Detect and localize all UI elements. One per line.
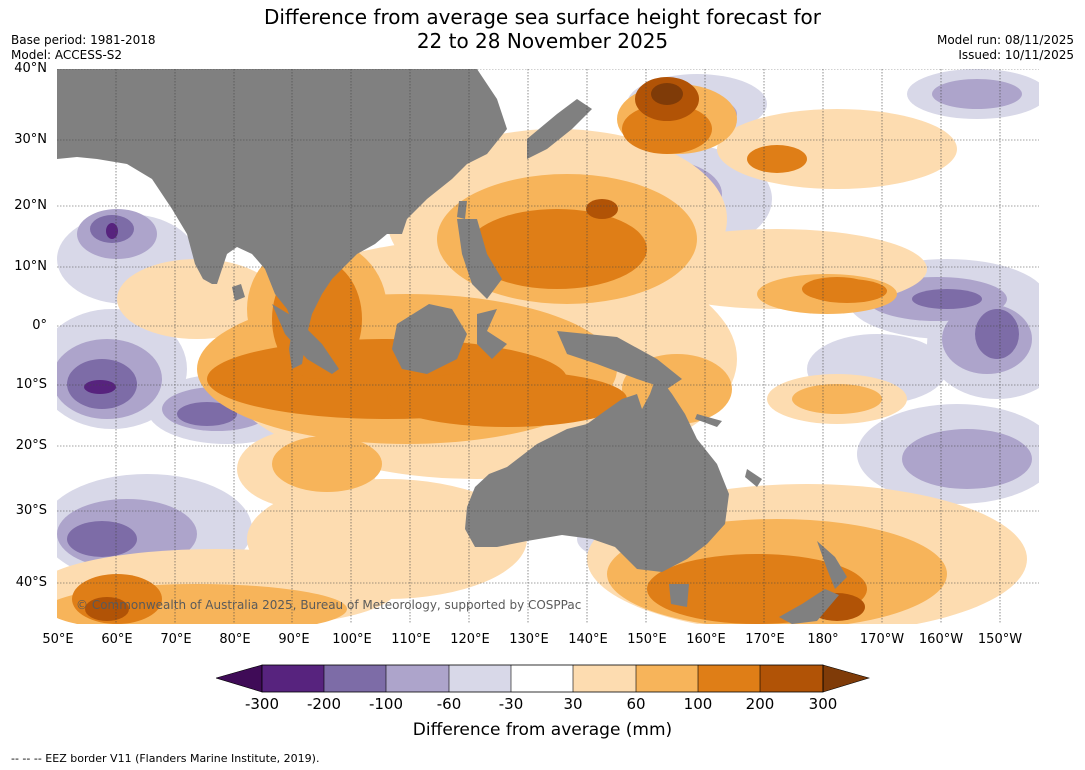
colorbar-tick: 100 (683, 695, 713, 713)
lon-label-150e: 150°E (627, 632, 667, 647)
lat-label-10s: 10°S (15, 377, 47, 392)
colorbar-bin-8 (698, 665, 760, 692)
meta-left: Base period: 1981-2018 Model: ACCESS-S2 (11, 33, 156, 63)
land-masses (57, 69, 847, 624)
colorbar-bin-1 (262, 665, 324, 692)
lon-label-150w: 150°W (977, 632, 1023, 647)
colorbar-bin-5 (511, 665, 573, 692)
anomaly-extreme (651, 83, 683, 105)
japan (527, 99, 592, 159)
map-title: Difference from average sea surface heig… (0, 5, 1085, 53)
sulawesi (477, 309, 507, 359)
sri-lanka (232, 284, 245, 301)
lat-label-30n: 30°N (14, 132, 47, 147)
lat-label-20s: 20°S (15, 438, 47, 453)
tasmania (669, 584, 689, 607)
lon-label-140e: 140°E (568, 632, 608, 647)
new-guinea (557, 331, 682, 389)
colorbar (216, 664, 870, 693)
australia (465, 374, 729, 572)
lat-label-10n: 10°N (14, 259, 47, 274)
colorbar-underflow-arrow (216, 664, 263, 693)
colorbar-tick: -100 (368, 695, 404, 713)
lat-label-equator: 0° (32, 318, 47, 333)
lon-label-50e: 50°E (42, 632, 74, 647)
colorbar-bin-9 (760, 665, 823, 692)
colorbar-tick: -200 (306, 695, 342, 713)
colorbar-tick: 300 (808, 695, 838, 713)
graticule (57, 69, 1039, 624)
lon-label-110e: 110°E (391, 632, 431, 647)
lon-label-60e: 60°E (101, 632, 133, 647)
title-line-1: Difference from average sea surface heig… (263, 5, 822, 29)
lon-label-100e: 100°E (332, 632, 372, 647)
colorbar-label: Difference from average (mm) (412, 720, 673, 740)
solomon-islands (695, 414, 722, 427)
lon-label-180: 180° (807, 632, 839, 647)
model-run: Model run: 08/11/2025 (936, 33, 1074, 47)
colorbar-bin-6 (573, 665, 636, 692)
colorbar-bin-4 (449, 665, 511, 692)
lon-label-130e: 130°E (509, 632, 549, 647)
taiwan (457, 201, 467, 219)
borneo (392, 304, 467, 374)
lon-label-70e: 70°E (160, 632, 192, 647)
colorbar-bin-7 (636, 665, 698, 692)
lat-label-40s: 40°S (15, 575, 47, 590)
lat-label-40n: 40°N (14, 61, 47, 76)
colorbar-tick: -60 (436, 695, 462, 713)
colorbar-tick: 30 (563, 695, 583, 713)
issued-date: Issued: 10/11/2025 (958, 48, 1074, 62)
colorbar-overflow-arrow (822, 664, 870, 693)
colorbar-bin-2 (324, 665, 386, 692)
lon-label-120e: 120°E (450, 632, 490, 647)
copyright-notice: © Commonwealth of Australia 2025, Bureau… (76, 598, 582, 612)
lat-label-20n: 20°N (14, 198, 47, 213)
base-period: Base period: 1981-2018 (11, 33, 156, 47)
colorbar-tick: -300 (244, 695, 280, 713)
model-name: Model: ACCESS-S2 (11, 48, 123, 62)
anomaly-map (57, 69, 1039, 624)
lon-label-160w: 160°W (918, 632, 964, 647)
colorbar-tick: 200 (745, 695, 775, 713)
lon-label-170w: 170°W (859, 632, 905, 647)
lon-label-90e: 90°E (278, 632, 310, 647)
colorbar-bin-3 (386, 665, 449, 692)
lon-label-160e: 160°E (686, 632, 726, 647)
lon-label-80e: 80°E (219, 632, 251, 647)
colorbar-tick: 60 (626, 695, 646, 713)
philippines (457, 219, 502, 299)
new-zealand-north (817, 541, 847, 589)
new-zealand-south (779, 589, 839, 624)
title-line-2: 22 to 28 November 2025 (416, 29, 669, 53)
meta-right: Model run: 08/11/2025 Issued: 10/11/2025 (937, 33, 1074, 63)
asia-landmass (57, 69, 507, 369)
new-caledonia (745, 469, 762, 487)
sumatra (272, 304, 339, 374)
colorbar-tick: -30 (498, 695, 524, 713)
lon-label-170e: 170°E (745, 632, 785, 647)
eez-border-note: -- -- -- EEZ border V11 (Flanders Marine… (11, 752, 320, 765)
lat-label-30s: 30°S (15, 503, 47, 518)
